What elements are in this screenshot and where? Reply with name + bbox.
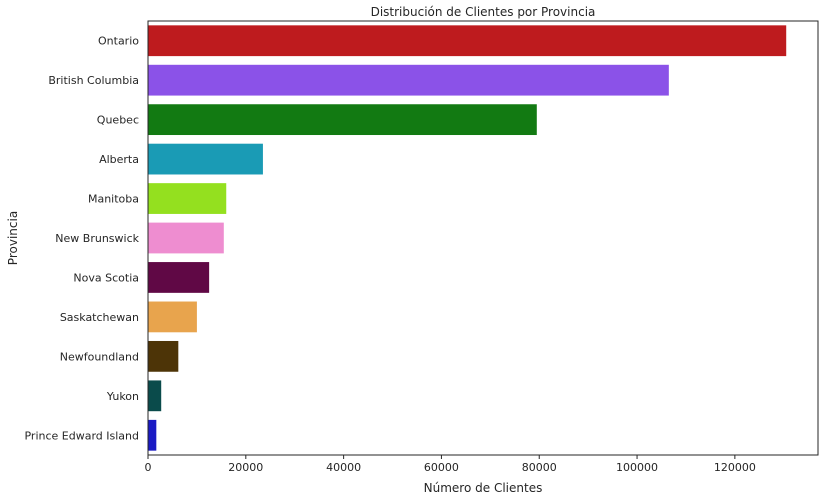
y-tick-labels: Ontario British Columbia Quebec Alberta Mani…: [24, 35, 139, 443]
y-tick-label: Nova Scotia: [73, 271, 139, 284]
y-tick-label: Saskatchewan: [60, 311, 139, 324]
x-tick-label: 80000: [522, 461, 557, 474]
x-axis-title: Número de Clientes: [424, 481, 543, 495]
bar-quebec: [148, 104, 537, 136]
x-tick-label: 60000: [424, 461, 459, 474]
y-tick-label: Yukon: [106, 390, 139, 403]
bar-prince-edward-island: [148, 419, 157, 451]
bar-ontario: [148, 25, 787, 57]
bar-saskatchewan: [148, 301, 197, 333]
y-tick-label: Quebec: [97, 114, 139, 127]
x-tick-label: 0: [145, 461, 152, 474]
y-axis-title: Provincia: [6, 211, 20, 265]
x-tick-label: 120000: [714, 461, 756, 474]
bar-british-columbia: [148, 64, 669, 96]
x-tick-label: 100000: [616, 461, 658, 474]
y-tick-label: British Columbia: [48, 74, 139, 87]
bar-yukon: [148, 380, 162, 412]
bars-group: [148, 25, 787, 451]
bar-new-brunswick: [148, 222, 224, 254]
y-tick-label: New Brunswick: [55, 232, 139, 245]
plot-frame: [147, 20, 819, 456]
bar-newfoundland: [148, 340, 179, 372]
y-tick-label: Manitoba: [88, 193, 139, 206]
y-tick-label: Prince Edward Island: [24, 429, 139, 442]
bar-manitoba: [148, 183, 227, 214]
x-tick-label: 40000: [326, 461, 361, 474]
y-tick-label: Alberta: [99, 153, 139, 166]
x-tick-label: 20000: [228, 461, 263, 474]
y-tick-label: Newfoundland: [60, 350, 139, 363]
chart-title: Distribución de Clientes por Provincia: [371, 5, 596, 19]
y-tick-label: Ontario: [98, 35, 139, 48]
bar-nova-scotia: [148, 262, 210, 293]
x-ticks: 0 20000 40000 60000 80000 100000 120000: [145, 455, 756, 474]
bar-alberta: [148, 143, 263, 175]
